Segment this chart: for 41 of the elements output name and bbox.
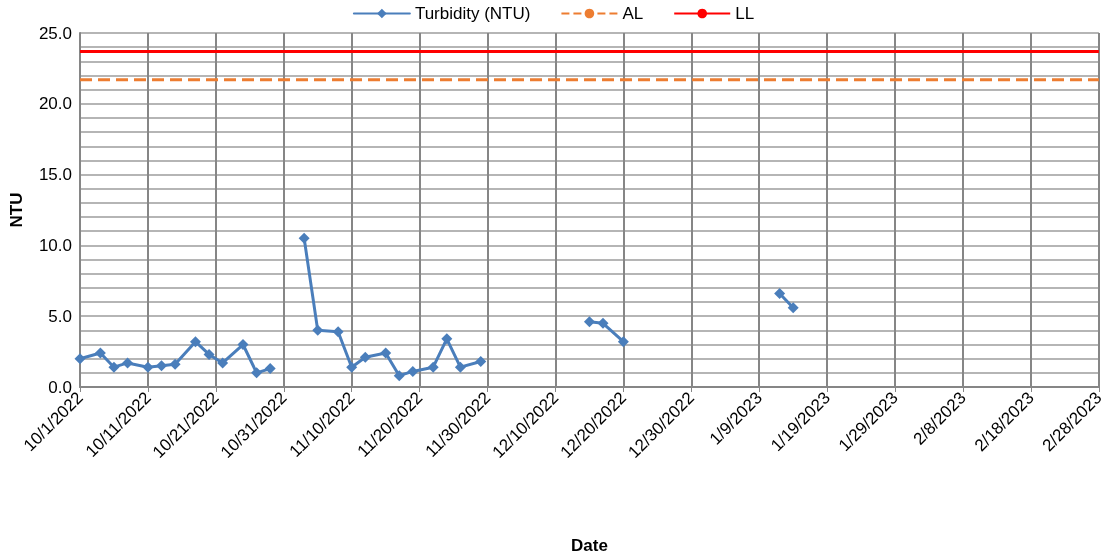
point bbox=[74, 353, 86, 365]
point bbox=[475, 356, 487, 368]
point bbox=[617, 336, 629, 348]
point bbox=[441, 333, 453, 345]
y-tick-label: 15.0 bbox=[38, 165, 72, 185]
point bbox=[380, 347, 392, 359]
point bbox=[359, 351, 371, 363]
point bbox=[298, 232, 310, 244]
point bbox=[237, 339, 249, 351]
point bbox=[108, 361, 120, 373]
point bbox=[407, 365, 419, 377]
point bbox=[346, 361, 358, 373]
point bbox=[774, 288, 786, 300]
y-tick-label: 20.0 bbox=[38, 94, 72, 114]
point bbox=[332, 326, 344, 338]
point bbox=[169, 358, 181, 370]
y-tick-label: 5.0 bbox=[48, 306, 72, 326]
y-tick-label: 25.0 bbox=[38, 23, 72, 43]
point bbox=[251, 367, 263, 379]
point bbox=[583, 316, 595, 328]
point bbox=[122, 357, 134, 369]
point bbox=[597, 317, 609, 329]
point bbox=[454, 361, 466, 373]
point bbox=[264, 363, 276, 375]
x-axis-title: Date bbox=[571, 536, 608, 555]
point bbox=[94, 347, 106, 359]
point bbox=[189, 336, 201, 348]
y-axis-title: NTU bbox=[7, 192, 26, 228]
legend-label: LL bbox=[735, 4, 755, 23]
point bbox=[203, 348, 215, 360]
point bbox=[393, 370, 405, 382]
point bbox=[217, 357, 229, 369]
point bbox=[787, 302, 799, 314]
y-tick-label: 0.0 bbox=[48, 377, 72, 397]
point bbox=[427, 361, 439, 373]
legend-label: Turbidity (NTU) bbox=[414, 4, 531, 23]
point bbox=[142, 361, 154, 373]
point bbox=[156, 360, 168, 372]
y-tick-label: 10.0 bbox=[38, 235, 72, 255]
legend-label: AL bbox=[622, 4, 644, 23]
point bbox=[312, 324, 324, 336]
